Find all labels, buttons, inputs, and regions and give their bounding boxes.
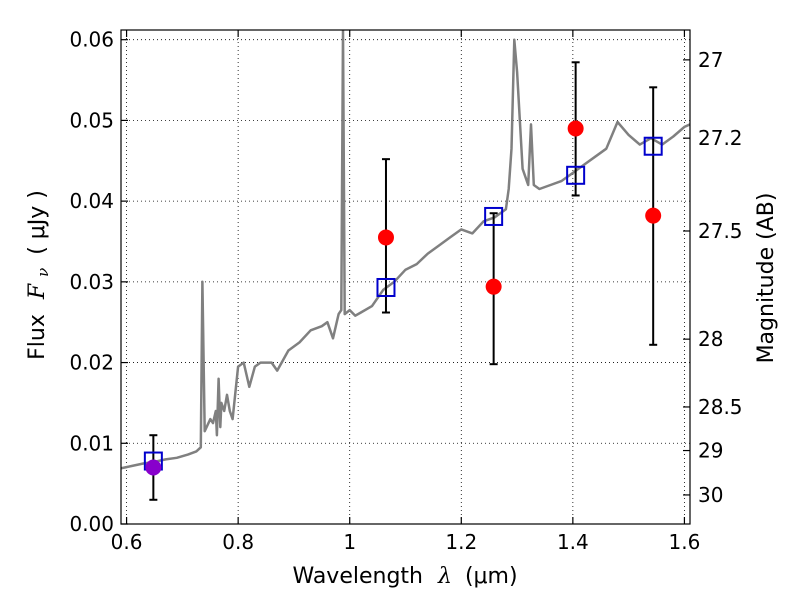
- y-tick-label: 0.03: [69, 270, 114, 294]
- model-flux-box-1: [376, 277, 396, 297]
- y2-tick-label: 27.5: [698, 219, 743, 243]
- y-tick-label: 0.02: [69, 351, 114, 375]
- model-flux-box-4: [643, 136, 663, 156]
- y2-tick-label: 28: [698, 327, 723, 351]
- x-tick-label: 1.2: [445, 530, 477, 554]
- x-axis-label-text: Wavelength: [292, 564, 423, 589]
- y2-tick-label: 30: [698, 483, 723, 507]
- model-spectrum-line: [121, 30, 690, 470]
- y2-tick-label: 29: [698, 439, 723, 463]
- y-tick-label: 0.00: [69, 512, 114, 536]
- y-axis-label-sub: ν: [34, 268, 52, 277]
- x-tick-label: 0.6: [111, 530, 143, 554]
- y-axis-label-symbol: F: [25, 283, 50, 300]
- y-tick-label: 0.05: [69, 108, 114, 132]
- model-flux-box-2: [484, 206, 504, 226]
- y2-tick-label: 27.2: [698, 126, 743, 150]
- observed-flux-point-1: [377, 229, 394, 246]
- grid: [121, 30, 690, 524]
- y2-axis-label: Magnitude (AB): [754, 193, 779, 364]
- observed-flux-point-4: [645, 207, 662, 224]
- model-layer: [143, 136, 663, 471]
- x-axis-label: Wavelength λ (μm): [292, 564, 517, 589]
- x-axis-label-unit: (μm): [465, 564, 518, 589]
- observed-flux-point-0: [145, 459, 162, 476]
- y-tick-label: 0.04: [69, 189, 114, 213]
- observed-flux-point-2: [485, 278, 502, 295]
- plot-frame: [120, 29, 691, 525]
- observed-flux-point-3: [567, 120, 584, 137]
- model-flux-box-3: [566, 165, 586, 185]
- axes-frame: [120, 29, 691, 525]
- y-axis-label-unit: ( μJy ): [25, 190, 50, 255]
- observed-layer: [145, 120, 662, 476]
- x-tick-label: 1.6: [669, 530, 701, 554]
- x-tick-label: 1: [343, 530, 356, 554]
- x-tick-label: 1.4: [557, 530, 589, 554]
- y2-tick-label: 27: [698, 48, 723, 72]
- spectrum-layer: [121, 30, 690, 470]
- y2-tick-label: 28.5: [698, 395, 743, 419]
- ticks: 0.6 0.8 1 1.2 1.4 1.6 0.00 0.01 0.02 0.03 0.04 0.05…: [69, 28, 742, 554]
- x-axis-label-lambda: λ: [437, 564, 452, 589]
- y-axis-label-text: Flux: [25, 314, 50, 360]
- y-tick-label: 0.01: [69, 431, 114, 455]
- x-tick-label: 0.8: [222, 530, 254, 554]
- y-tick-label: 0.06: [69, 28, 114, 52]
- y-axis-label: Flux F ν ( μJy ): [25, 190, 54, 360]
